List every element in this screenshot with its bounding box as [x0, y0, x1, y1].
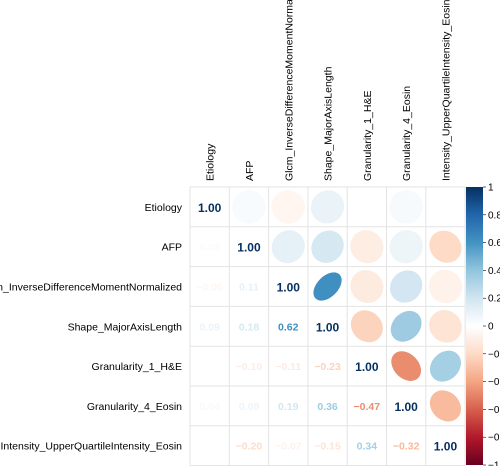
correlation-ellipse: [271, 190, 306, 224]
row-label: AFP: [162, 242, 182, 254]
colorbar-tick-label: 0.4: [488, 266, 500, 277]
correlation-ellipse: [310, 190, 345, 224]
coefficient-label: 0.19: [278, 401, 299, 413]
coefficient-label: −0.10: [236, 361, 263, 373]
colorbar-tick-label: −0.2: [488, 349, 500, 360]
coefficient-label: 0.11: [239, 282, 259, 294]
correlation-ellipse: [349, 189, 384, 224]
colorbar-tick-label: −1: [488, 461, 500, 467]
correlation-ellipse: [428, 269, 463, 304]
colorbar-tick-label: 0: [488, 322, 494, 333]
coefficient-label: 0.00: [199, 361, 220, 373]
coefficient-label: 0.36: [317, 401, 338, 413]
column-label: AFP: [244, 161, 256, 181]
correlation-ellipse: [389, 270, 423, 303]
column-label: Intensity_UpperQuartileIntensity_Eosin: [440, 0, 452, 181]
coefficient-label: 0.34: [357, 441, 378, 453]
correlation-ellipse: [391, 351, 422, 381]
diagonal-value-label: 1.00: [277, 281, 301, 295]
row-label: Shape_MajorAxisLength: [68, 321, 183, 333]
correlation-ellipse: [350, 310, 383, 343]
coefficient-label: −0.23: [314, 361, 341, 373]
diagonal-value-label: 1.00: [198, 201, 222, 215]
coefficient-label: 0.09: [199, 321, 220, 333]
correlation-ellipse: [311, 230, 344, 263]
column-label: Granularity_4_Eosin: [401, 86, 413, 181]
column-label: Granularity_1_H&E: [362, 91, 374, 181]
coefficient-label: 0.00: [199, 441, 220, 453]
coefficient-label: 0.62: [278, 321, 299, 333]
row-label: Granularity_1_H&E: [92, 361, 182, 373]
coefficient-label: −0.32: [393, 441, 420, 453]
correlation-ellipse: [350, 269, 384, 304]
diagonal-value-label: 1.00: [355, 360, 379, 374]
correlation-ellipse: [389, 190, 423, 224]
matrix-grid: [189, 186, 466, 467]
correlation-ellipse: [429, 350, 461, 382]
correlation-ellipse: [390, 310, 422, 342]
column-label: Etiology: [205, 143, 217, 181]
correlation-ellipse: [232, 190, 266, 224]
diagonal-value-label: 1.00: [237, 241, 261, 255]
coefficient-label: −0.11: [275, 361, 301, 373]
colorbar-tick-label: −0.8: [488, 433, 500, 444]
diagonal-value-label: 1.00: [394, 400, 418, 414]
coefficient-label: 0.04: [199, 401, 220, 413]
correlation-ellipse: [429, 309, 462, 343]
correlation-ellipse: [271, 230, 305, 264]
column-label: Shape_MajorAxisLength: [323, 66, 335, 181]
row-label: Granularity_4_Eosin: [87, 401, 182, 413]
correlation-ellipse: [428, 189, 463, 224]
coefficient-label: −0.47: [354, 401, 381, 413]
coefficient-label: 0.08: [239, 401, 260, 413]
correlation-ellipse: [429, 230, 462, 263]
row-label: Etiology: [145, 202, 183, 214]
coefficient-label: −0.20: [236, 441, 263, 453]
correlation-ellipse: [429, 390, 462, 422]
correlation-ellipse: [313, 272, 342, 301]
colorbar-tick-label: 0.6: [488, 238, 500, 249]
coefficient-label: 0.03: [199, 242, 220, 254]
correlation-ellipse: [389, 230, 423, 264]
colorbar-tick-label: 0.2: [488, 294, 500, 305]
colorbar: [466, 187, 483, 465]
colorbar-tick-label: −0.6: [488, 405, 500, 416]
diagonal-value-label: 1.00: [434, 440, 458, 454]
colorbar-tick-label: −0.4: [488, 377, 500, 388]
column-label: Glcm_InverseDifferenceMomentNormalized: [283, 0, 295, 181]
colorbar-tick-label: 1: [488, 183, 494, 194]
coefficient-label: −0.05: [196, 282, 223, 294]
diagonal-value-label: 1.00: [316, 320, 340, 334]
correlation-ellipse: [350, 230, 384, 264]
coefficient-label: 0.18: [239, 321, 260, 333]
coefficient-label: −0.07: [275, 441, 302, 453]
coefficient-label: −0.15: [314, 441, 341, 453]
colorbar-tick-label: 0.8: [488, 210, 500, 221]
row-label: Glcm_InverseDifferenceMomentNormalized: [0, 282, 182, 294]
row-label: Intensity_UpperQuartileIntensity_Eosin: [0, 441, 182, 453]
